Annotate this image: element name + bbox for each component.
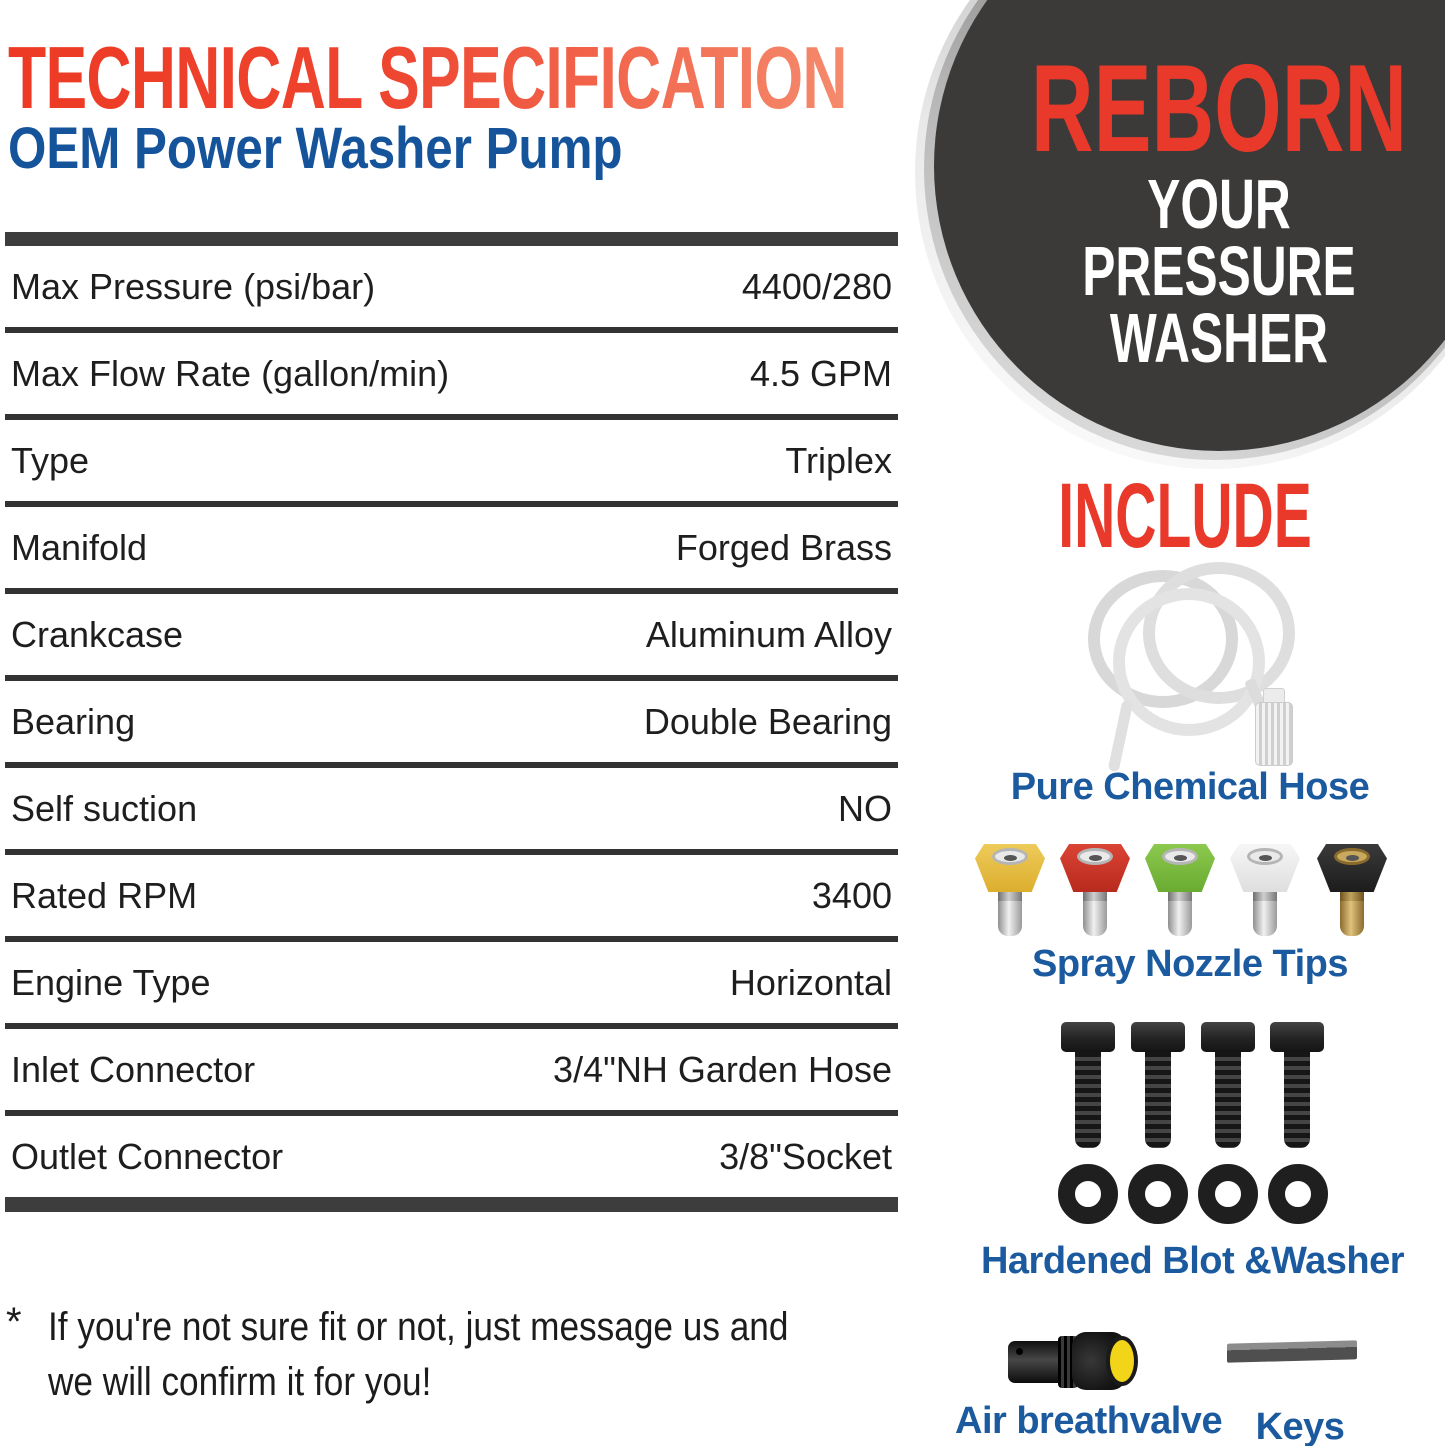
spec-row-crankcase: Crankcase Aluminum Alloy <box>5 588 898 675</box>
badge-reborn-text: REBORN <box>1030 40 1408 178</box>
spec-value: 3400 <box>811 874 892 916</box>
label-pure-chemical-hose: Pure Chemical Hose <box>1010 766 1370 808</box>
footnote: * If you're not sure fit or not, just me… <box>6 1300 906 1410</box>
nozzle-stem <box>998 892 1022 936</box>
bolt-head <box>1131 1022 1185 1052</box>
include-heading: INCLUDE <box>1058 465 1312 567</box>
nozzle-orifice <box>1247 848 1283 865</box>
nozzle-head <box>1230 844 1300 892</box>
spec-value: 3/4"NH Garden Hose <box>553 1048 892 1090</box>
spec-row-inlet-connector: Inlet Connector 3/4"NH Garden Hose <box>5 1023 898 1110</box>
badge-line-your: YOUR <box>1147 165 1291 243</box>
nozzle-stem <box>1253 892 1277 936</box>
footnote-asterisk: * <box>6 1300 22 1344</box>
nozzle-orifice <box>1077 848 1113 865</box>
spec-row-rated-rpm: Rated RPM 3400 <box>5 849 898 936</box>
spec-label: Manifold <box>11 526 148 568</box>
page-title: TECHNICAL SPECIFICATION <box>8 28 847 127</box>
spec-label: Crankcase <box>11 613 184 655</box>
air-breath-valve-icon <box>1008 1332 1148 1392</box>
spec-value: Aluminum Alloy <box>645 613 892 655</box>
valve-body <box>1008 1341 1066 1383</box>
washer-icon <box>1268 1164 1328 1224</box>
bolt-icon <box>1131 1022 1185 1148</box>
nozzle-orifice <box>1162 848 1198 865</box>
spec-row-self-suction: Self suction NO <box>5 762 898 849</box>
spec-value: 3/8"Socket <box>719 1135 892 1177</box>
bolt-head <box>1270 1022 1324 1052</box>
spec-row-type: Type Triplex <box>5 414 898 501</box>
spec-value: Triplex <box>785 439 892 481</box>
spec-row-max-flow-rate: Max Flow Rate (gallon/min) 4.5 GPM <box>5 327 898 414</box>
spec-value: Double Bearing <box>643 700 892 742</box>
spec-row-manifold: Manifold Forged Brass <box>5 501 898 588</box>
nozzle-stem <box>1340 892 1364 936</box>
bolt-head <box>1201 1022 1255 1052</box>
page-subtitle: OEM Power Washer Pump <box>8 116 623 181</box>
spray-nozzle-white-icon <box>1230 844 1300 940</box>
spec-label: Type <box>11 439 90 481</box>
label-hardened-bolt-washer: Hardened Blot &Washer <box>980 1240 1405 1282</box>
spec-value: 4.5 GPM <box>749 352 892 394</box>
spray-nozzle-yellow-icon <box>975 844 1045 940</box>
nozzle-stem <box>1083 892 1107 936</box>
spec-label: Bearing <box>11 700 136 742</box>
bolt-shaft <box>1145 1052 1171 1148</box>
nozzle-orifice <box>1334 848 1370 865</box>
spec-label: Max Flow Rate (gallon/min) <box>11 352 450 394</box>
spec-label: Inlet Connector <box>11 1048 256 1090</box>
label-keys: Keys <box>1255 1406 1345 1446</box>
key-bar-icon <box>1227 1340 1357 1363</box>
valve-yellow-face <box>1106 1336 1138 1386</box>
hose-filter <box>1255 702 1293 766</box>
spec-value: NO <box>838 787 892 829</box>
washer-icon <box>1198 1164 1258 1224</box>
nozzle-head <box>975 844 1045 892</box>
table-top-bar <box>5 232 898 246</box>
badge-tagline: YOUR PRESSURE WASHER <box>1017 165 1422 377</box>
nozzle-head <box>1317 844 1387 892</box>
label-air-breathvalve: Air breathvalve <box>955 1400 1223 1442</box>
spec-row-engine-type: Engine Type Horizontal <box>5 936 898 1023</box>
bolt-shaft <box>1284 1052 1310 1148</box>
label-spray-nozzle-tips: Spray Nozzle Tips <box>1031 943 1349 985</box>
bolt-icon <box>1061 1022 1115 1148</box>
spec-row-bearing: Bearing Double Bearing <box>5 675 898 762</box>
spec-value: Horizontal <box>729 961 892 1003</box>
nozzle-head <box>1145 844 1215 892</box>
nozzle-orifice <box>992 848 1028 865</box>
washer-icon <box>1058 1164 1118 1224</box>
bolt-shaft <box>1075 1052 1101 1148</box>
spec-value: 4400/280 <box>741 265 892 307</box>
spec-label: Rated RPM <box>11 874 198 916</box>
spec-row-max-pressure: Max Pressure (psi/bar) 4400/280 <box>5 246 898 327</box>
footnote-line-1: If you're not sure fit or not, just mess… <box>48 1305 789 1349</box>
footnote-text: If you're not sure fit or not, just mess… <box>48 1300 788 1410</box>
spec-label: Max Pressure (psi/bar) <box>11 265 376 307</box>
spec-label: Engine Type <box>11 961 211 1003</box>
spray-nozzle-red-icon <box>1060 844 1130 940</box>
bolt-icon <box>1201 1022 1255 1148</box>
washer-icon <box>1128 1164 1188 1224</box>
nozzle-head <box>1060 844 1130 892</box>
badge-line-pressure: PRESSURE <box>1082 232 1356 310</box>
nozzle-stem <box>1168 892 1192 936</box>
hose-coil <box>1113 588 1265 736</box>
bolt-shaft <box>1215 1052 1241 1148</box>
bolt-head <box>1061 1022 1115 1052</box>
spec-table: Max Pressure (psi/bar) 4400/280 Max Flow… <box>5 232 898 1212</box>
chemical-hose-image <box>1085 560 1300 773</box>
hose-tail <box>1107 699 1134 773</box>
badge-line-washer: WASHER <box>1109 299 1329 377</box>
spray-nozzle-green-icon <box>1145 844 1215 940</box>
spray-nozzle-black-icon <box>1317 844 1387 940</box>
spec-row-outlet-connector: Outlet Connector 3/8"Socket <box>5 1110 898 1197</box>
spec-label: Self suction <box>11 787 198 829</box>
table-bottom-bar <box>5 1197 898 1212</box>
bolt-icon <box>1270 1022 1324 1148</box>
spec-value: Forged Brass <box>675 526 892 568</box>
footnote-line-2: we will confirm it for you! <box>48 1360 432 1404</box>
spec-label: Outlet Connector <box>11 1135 284 1177</box>
